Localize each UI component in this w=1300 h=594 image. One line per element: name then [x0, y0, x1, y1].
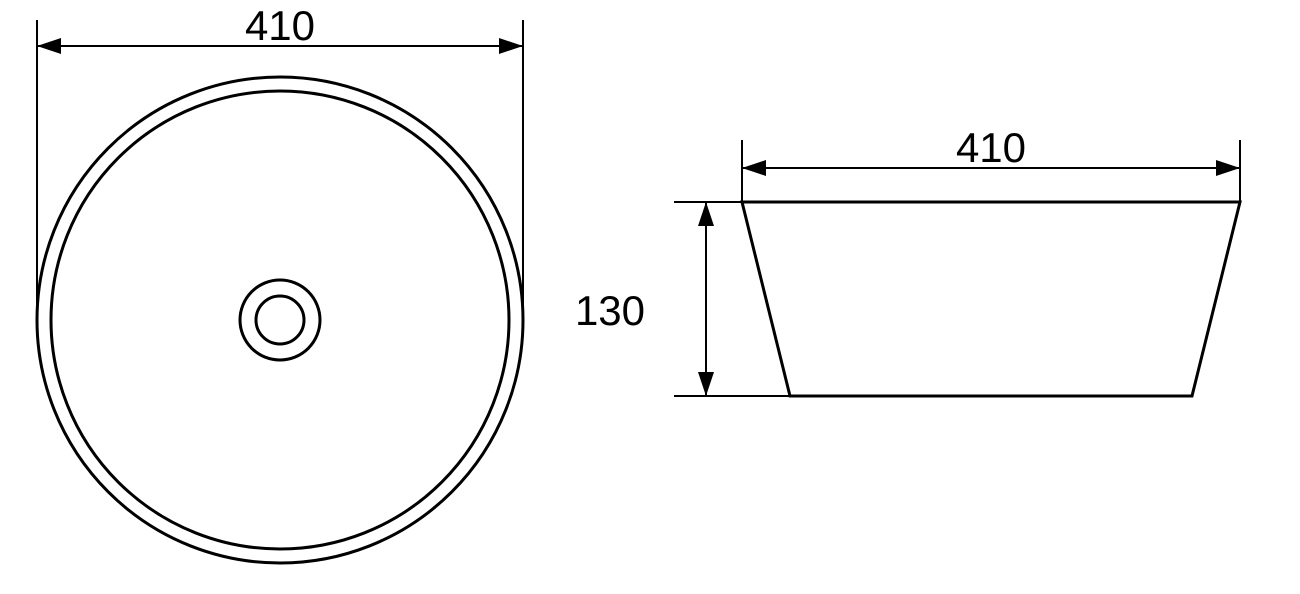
side-view-height-label: 130: [575, 287, 645, 334]
drain-outer-circle: [240, 280, 320, 360]
side-view-width-label: 410: [956, 124, 1026, 171]
dimension-arrowhead: [37, 38, 61, 54]
basin-outer-circle: [37, 77, 523, 563]
dimension-arrowhead: [742, 160, 766, 176]
basin-inner-circle: [51, 91, 509, 549]
dimension-arrowhead: [499, 38, 523, 54]
dimension-arrowhead: [698, 202, 714, 226]
drain-inner-circle: [256, 296, 304, 344]
top-view-diameter-label: 410: [245, 2, 315, 49]
basin-side-profile: [742, 202, 1240, 396]
dimension-arrowhead: [1216, 160, 1240, 176]
dimension-arrowhead: [698, 372, 714, 396]
